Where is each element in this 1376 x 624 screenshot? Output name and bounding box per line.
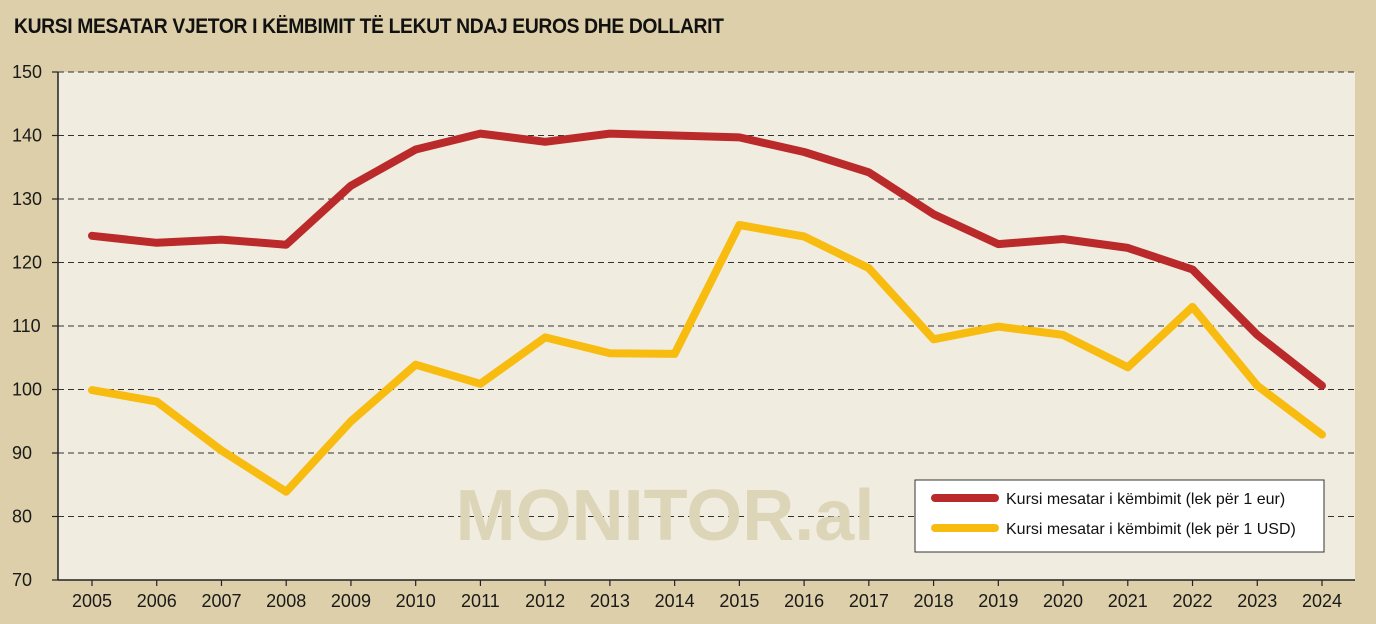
x-tick-label: 2023 — [1237, 591, 1277, 611]
series-line-eur — [88, 129, 1326, 390]
data-point — [1062, 334, 1064, 336]
y-tick-label: 150 — [12, 62, 42, 82]
legend: Kursi mesatar i këmbimit (lek për 1 eur)… — [914, 479, 1325, 553]
data-point — [1062, 238, 1064, 240]
data-point — [1127, 366, 1129, 368]
data-point — [415, 364, 417, 366]
data-point — [933, 338, 935, 340]
data-point — [674, 135, 676, 136]
x-tick-label: 2011 — [461, 591, 500, 611]
x-tick-label: 2008 — [266, 591, 306, 611]
data-point — [544, 336, 546, 338]
x-tick-label: 2021 — [1108, 591, 1148, 611]
data-point — [220, 239, 222, 241]
legend-label-eur: Kursi mesatar i këmbimit (lek për 1 eur) — [1006, 491, 1285, 508]
x-tick-label: 2016 — [784, 591, 824, 611]
data-point — [1321, 385, 1323, 387]
data-point — [803, 235, 805, 237]
y-tick-label: 110 — [12, 316, 41, 336]
data-point — [674, 353, 676, 355]
data-point — [91, 235, 93, 237]
series-line-usd — [88, 221, 1326, 496]
y-tick-label: 90 — [12, 443, 32, 463]
x-tick-label: 2022 — [1173, 591, 1213, 611]
data-point — [1321, 434, 1323, 436]
series-group — [88, 129, 1326, 496]
data-point — [479, 133, 481, 135]
data-point — [609, 133, 611, 135]
data-point — [1192, 306, 1194, 308]
x-axis-ticks: 2005 2006 2007 2008 2009 2010 2011 2012 2013 2014… — [72, 580, 1342, 611]
data-point — [1192, 268, 1194, 270]
y-tick-label: 100 — [12, 380, 42, 400]
data-point — [350, 420, 352, 422]
x-tick-label: 2014 — [655, 591, 695, 611]
data-point — [868, 267, 870, 269]
y-tick-label: 140 — [12, 126, 42, 146]
x-tick-label: 2010 — [396, 591, 436, 611]
y-tick-label: 80 — [12, 507, 32, 527]
data-point — [91, 389, 93, 391]
data-point — [933, 213, 935, 215]
data-point — [997, 243, 999, 245]
data-point — [220, 449, 222, 451]
x-tick-label: 2009 — [331, 591, 371, 611]
x-tick-label: 2015 — [719, 591, 759, 611]
data-point — [156, 242, 158, 244]
x-tick-label: 2017 — [849, 591, 889, 611]
x-tick-label: 2005 — [72, 591, 112, 611]
x-tick-label: 2018 — [914, 591, 954, 611]
y-tick-label: 130 — [12, 189, 42, 209]
data-point — [479, 383, 481, 385]
data-point — [868, 171, 870, 173]
legend-box — [914, 479, 1325, 553]
data-point — [738, 224, 740, 226]
x-tick-label: 2020 — [1043, 591, 1083, 611]
data-point — [285, 244, 287, 246]
watermark: MONITOR.al — [456, 476, 875, 556]
data-point — [1127, 247, 1129, 249]
data-point — [738, 136, 740, 138]
data-point — [156, 401, 158, 403]
data-point — [544, 141, 546, 143]
x-tick-label: 2007 — [201, 591, 241, 611]
legend-label-usd: Kursi mesatar i këmbimit (lek për 1 USD) — [1006, 521, 1296, 538]
x-tick-label: 2024 — [1302, 591, 1342, 611]
chart-title: KURSI MESATAR VJETOR I KËMBIMIT TË LEKUT… — [14, 15, 724, 38]
y-axis-ticks: 70 80 90 100 110 120 130 140 150 — [12, 62, 58, 590]
x-tick-label: 2013 — [590, 591, 630, 611]
data-point — [415, 148, 417, 150]
data-point — [350, 185, 352, 187]
data-point — [1256, 385, 1258, 387]
x-tick-label: 2019 — [978, 591, 1018, 611]
y-tick-label: 120 — [12, 253, 42, 273]
data-point — [609, 352, 611, 354]
y-tick-label: 70 — [12, 570, 32, 590]
data-point — [997, 326, 999, 328]
data-point — [285, 491, 287, 493]
x-tick-label: 2006 — [137, 591, 177, 611]
data-point — [803, 151, 805, 153]
data-point — [1256, 334, 1258, 336]
x-tick-label: 2012 — [525, 591, 565, 611]
